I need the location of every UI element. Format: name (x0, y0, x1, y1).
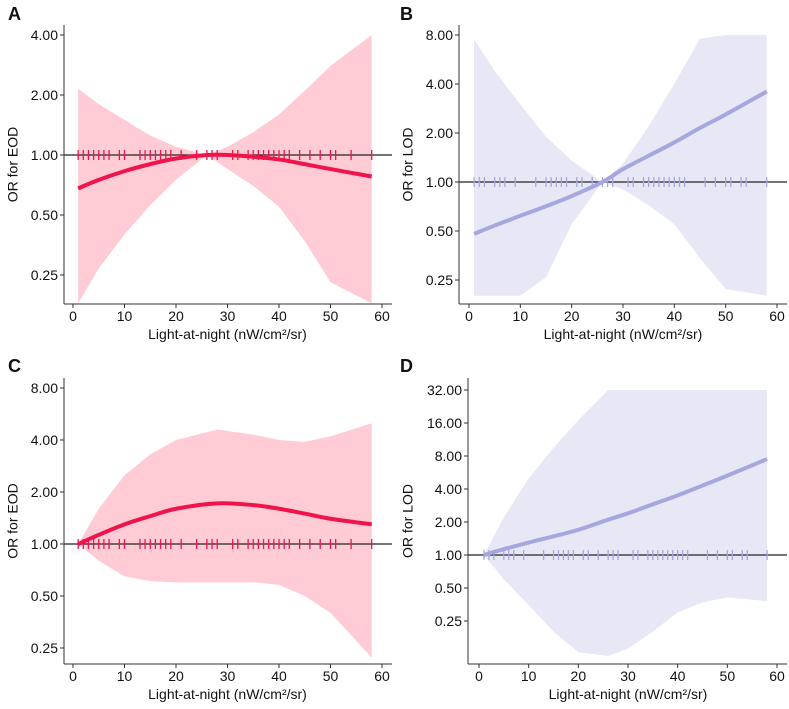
x-tick-label: 20 (168, 668, 184, 684)
y-tick-label: 0.25 (426, 272, 453, 288)
panel-D: 32.00 16.00 8.00 4.00 2.00 1.00 0.50 0.25 0 10 20 3… (400, 356, 787, 702)
x-tick-label: 50 (720, 668, 736, 684)
x-axis-label: Light-at-night (nW/cm²/sr) (544, 326, 703, 342)
panel-label: A (8, 4, 21, 24)
x-tick-label: 40 (670, 668, 686, 684)
y-tick-label: 32.00 (427, 382, 462, 398)
x-tick-label: 20 (168, 308, 184, 324)
x-tick-label: 10 (117, 308, 133, 324)
y-axis-label: OR for EOD (5, 483, 21, 558)
confidence-band (78, 35, 372, 304)
y-tick-label: 2.00 (31, 87, 58, 103)
y-tick-label: 0.25 (31, 267, 58, 283)
y-tick-label: 4.00 (435, 481, 462, 497)
y-tick-label: 0.25 (435, 613, 462, 629)
y-tick-label: 0.50 (435, 580, 462, 596)
or-curve (77, 152, 373, 191)
or-curve (77, 501, 372, 546)
x-tick-label: 0 (475, 668, 483, 684)
y-tick-label: 0.50 (31, 588, 58, 604)
x-tick-label: 40 (667, 308, 683, 324)
panel-label: D (400, 356, 413, 376)
x-tick-label: 50 (323, 668, 339, 684)
x-tick-label: 40 (271, 308, 287, 324)
y-axis-label: OR for EOD (5, 127, 21, 202)
x-tick-label: 30 (620, 668, 636, 684)
x-tick-label: 60 (374, 668, 390, 684)
y-tick-label: 2.00 (31, 484, 58, 500)
x-tick-label: 50 (323, 308, 339, 324)
y-tick-label: 8.00 (435, 448, 462, 464)
y-tick-label: 0.50 (426, 223, 453, 239)
x-tick-label: 20 (571, 668, 587, 684)
y-tick-label: 1.00 (435, 547, 462, 563)
x-tick-label: 30 (220, 308, 236, 324)
y-tick-label: 0.25 (31, 640, 58, 656)
y-tick-label: 1.00 (31, 147, 58, 163)
panel-label: C (8, 356, 21, 376)
y-tick-label: 1.00 (31, 536, 58, 552)
x-tick-label: 60 (769, 668, 785, 684)
y-tick-label: 8.00 (426, 27, 453, 43)
x-tick-label: 20 (564, 308, 580, 324)
panel-label: B (400, 4, 413, 24)
y-tick-label: 2.00 (435, 514, 462, 530)
x-tick-label: 10 (117, 668, 133, 684)
x-tick-label: 50 (718, 308, 734, 324)
confidence-band (474, 35, 767, 296)
x-tick-label: 0 (69, 668, 77, 684)
or-curve (483, 457, 768, 557)
x-tick-label: 60 (769, 308, 785, 324)
x-tick-label: 30 (220, 668, 236, 684)
x-tick-label: 40 (271, 668, 287, 684)
panel-A: 4.00 2.00 1.00 0.50 0.25 0 10 20 30 40 50 60 Light-a… (5, 4, 392, 342)
y-tick-label: 8.00 (31, 380, 58, 396)
x-tick-label: 10 (521, 668, 537, 684)
y-axis-label: OR for LOD (400, 128, 416, 202)
y-tick-label: 1.00 (426, 174, 453, 190)
y-tick-label: 0.50 (31, 207, 58, 223)
x-tick-label: 30 (615, 308, 631, 324)
x-axis-label: Light-at-night (nW/cm²/sr) (148, 686, 307, 702)
y-tick-label: 16.00 (427, 415, 462, 431)
panel-C: 8.00 4.00 2.00 1.00 0.50 0.25 0 10 20 30 40 50 60 Lig… (5, 356, 392, 702)
x-tick-label: 60 (374, 308, 390, 324)
panel-B: 8.00 4.00 2.00 1.00 0.50 0.25 0 10 20 30 40 50 60 Lig… (400, 4, 787, 342)
y-tick-label: 2.00 (426, 125, 453, 141)
x-axis-label: Light-at-night (nW/cm²/sr) (148, 326, 307, 342)
y-axis-label: OR for LOD (400, 484, 416, 558)
y-tick-label: 4.00 (31, 432, 58, 448)
x-tick-label: 0 (69, 308, 77, 324)
or-curve (473, 89, 768, 236)
y-tick-label: 4.00 (426, 76, 453, 92)
confidence-band (78, 423, 372, 658)
confidence-band (483, 390, 768, 656)
x-axis-label: Light-at-night (nW/cm²/sr) (549, 686, 708, 702)
y-tick-label: 4.00 (31, 27, 58, 43)
x-tick-label: 10 (513, 308, 529, 324)
x-tick-label: 0 (465, 308, 473, 324)
